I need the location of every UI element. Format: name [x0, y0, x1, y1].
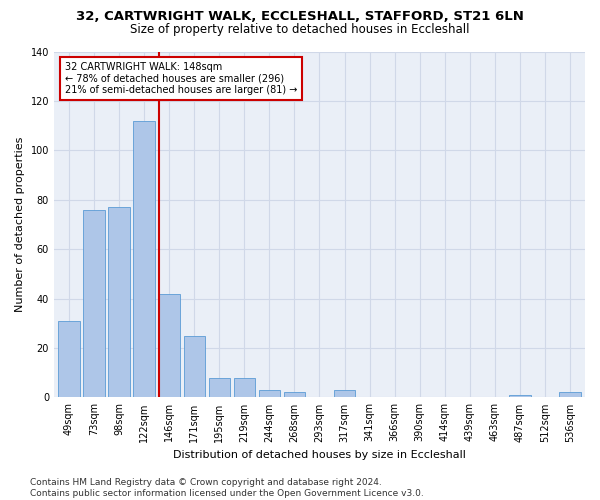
Text: 32, CARTWRIGHT WALK, ECCLESHALL, STAFFORD, ST21 6LN: 32, CARTWRIGHT WALK, ECCLESHALL, STAFFOR…	[76, 10, 524, 23]
Bar	[334, 390, 355, 398]
Bar	[559, 392, 581, 398]
Y-axis label: Number of detached properties: Number of detached properties	[15, 137, 25, 312]
Text: Contains HM Land Registry data © Crown copyright and database right 2024.
Contai: Contains HM Land Registry data © Crown c…	[30, 478, 424, 498]
X-axis label: Distribution of detached houses by size in Eccleshall: Distribution of detached houses by size …	[173, 450, 466, 460]
Text: 32 CARTWRIGHT WALK: 148sqm
← 78% of detached houses are smaller (296)
21% of sem: 32 CARTWRIGHT WALK: 148sqm ← 78% of deta…	[65, 62, 297, 95]
Bar	[184, 336, 205, 398]
Bar	[133, 120, 155, 398]
Bar	[209, 378, 230, 398]
Bar	[83, 210, 104, 398]
Bar	[233, 378, 255, 398]
Bar	[259, 390, 280, 398]
Bar	[509, 395, 530, 398]
Bar	[158, 294, 180, 398]
Bar	[58, 321, 80, 398]
Bar	[284, 392, 305, 398]
Text: Size of property relative to detached houses in Eccleshall: Size of property relative to detached ho…	[130, 22, 470, 36]
Bar	[109, 207, 130, 398]
